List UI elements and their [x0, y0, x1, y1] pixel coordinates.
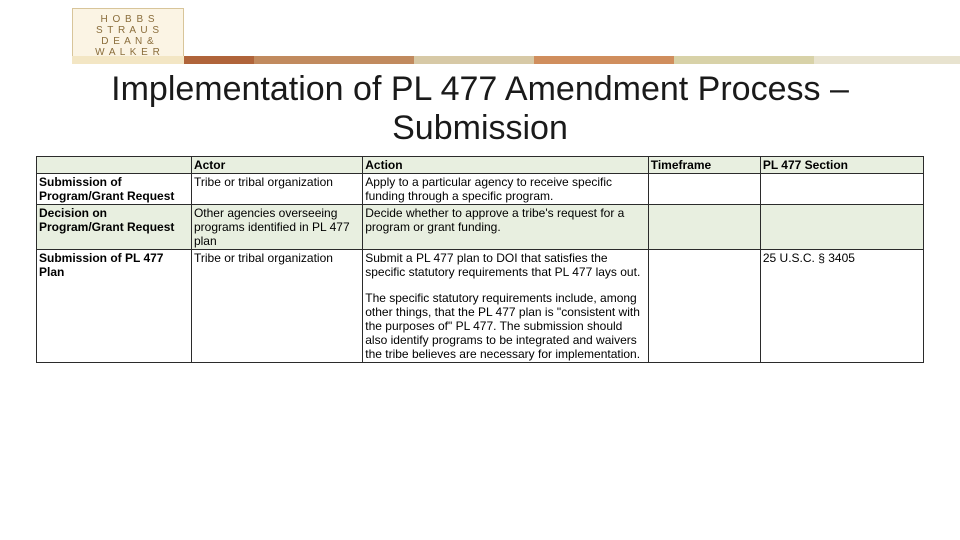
table-row: Submission of Program/Grant Request Trib…: [37, 174, 924, 205]
action-cell: Decide whether to approve a tribe's requ…: [363, 205, 648, 250]
page-title: Implementation of PL 477 Amendment Proce…: [0, 60, 960, 156]
actor-cell: Tribe or tribal organization: [191, 250, 362, 363]
col-header-timeframe: Timeframe: [648, 157, 760, 174]
step-label: Submission of PL 477 Plan: [37, 250, 192, 363]
color-strip: [0, 56, 960, 64]
step-label: Submission of Program/Grant Request: [37, 174, 192, 205]
logo-line: H O B B S: [95, 14, 161, 25]
timeframe-cell: [648, 250, 760, 363]
table-header-row: Actor Action Timeframe PL 477 Section: [37, 157, 924, 174]
logo-line: S T R A U S: [95, 25, 161, 36]
strip-segment: [814, 56, 960, 64]
section-cell: [760, 205, 923, 250]
process-table: Actor Action Timeframe PL 477 Section Su…: [36, 156, 924, 363]
step-label: Decision on Program/Grant Request: [37, 205, 192, 250]
timeframe-cell: [648, 174, 760, 205]
col-header-step: [37, 157, 192, 174]
strip-segment: [184, 56, 254, 64]
header-band: H O B B S S T R A U S D E A N & W A L K …: [0, 0, 960, 60]
action-para-1: Submit a PL 477 plan to DOI that satisfi…: [365, 251, 645, 279]
process-table-wrap: Actor Action Timeframe PL 477 Section Su…: [0, 156, 960, 363]
actor-cell: Other agencies overseeing programs ident…: [191, 205, 362, 250]
strip-segment: [0, 56, 72, 64]
strip-segment: [674, 56, 814, 64]
strip-segment: [254, 56, 414, 64]
action-para-2: The specific statutory requirements incl…: [365, 291, 645, 361]
strip-segment: [72, 56, 184, 64]
col-header-section: PL 477 Section: [760, 157, 923, 174]
strip-segment: [414, 56, 534, 64]
action-cell: Apply to a particular agency to receive …: [363, 174, 648, 205]
logo-line: D E A N &: [95, 36, 161, 47]
table-row: Submission of PL 477 Plan Tribe or triba…: [37, 250, 924, 363]
col-header-action: Action: [363, 157, 648, 174]
strip-segment: [534, 56, 674, 64]
timeframe-cell: [648, 205, 760, 250]
section-cell: [760, 174, 923, 205]
col-header-actor: Actor: [191, 157, 362, 174]
table-row: Decision on Program/Grant Request Other …: [37, 205, 924, 250]
logo-text: H O B B S S T R A U S D E A N & W A L K …: [95, 14, 161, 58]
actor-cell: Tribe or tribal organization: [191, 174, 362, 205]
action-cell: Submit a PL 477 plan to DOI that satisfi…: [363, 250, 648, 363]
section-cell: 25 U.S.C. § 3405: [760, 250, 923, 363]
